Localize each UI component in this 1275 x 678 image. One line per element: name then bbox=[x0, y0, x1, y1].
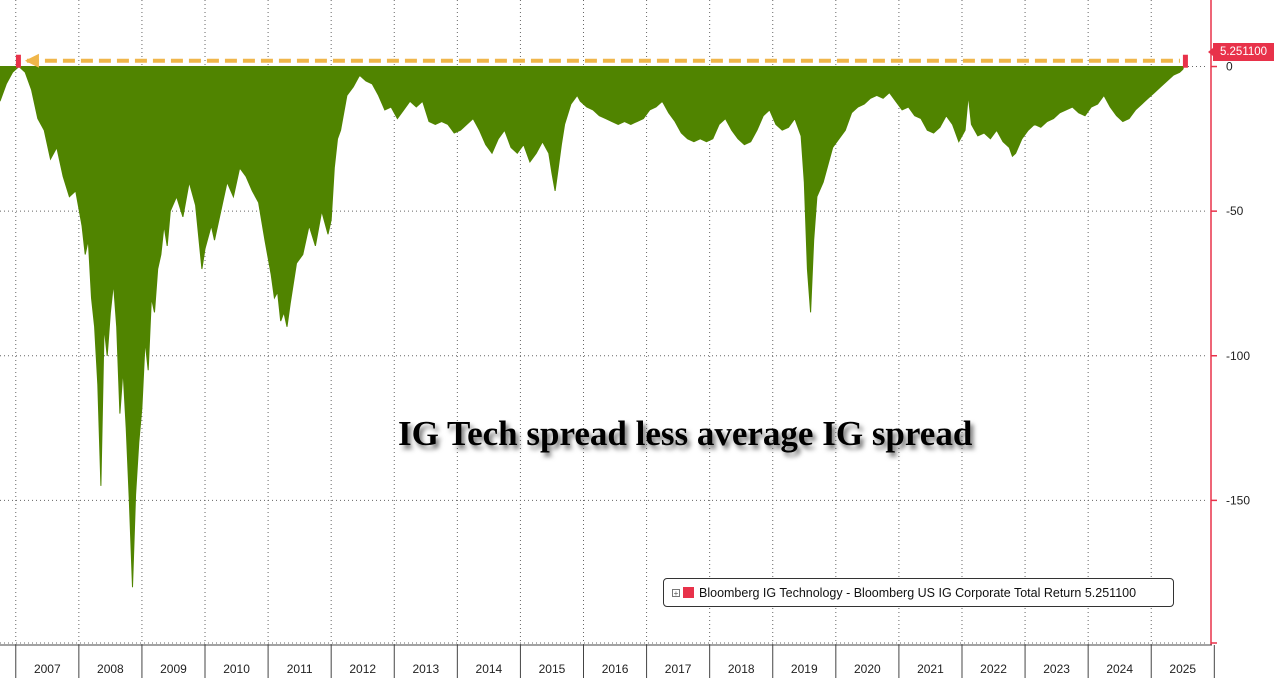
series-area bbox=[0, 60, 1187, 588]
last-value-tag: 5.251100 bbox=[1208, 43, 1274, 61]
x-tick-label: 2008 bbox=[97, 662, 124, 676]
x-tick-label: 2019 bbox=[791, 662, 818, 676]
x-tick-label: 2011 bbox=[287, 662, 313, 676]
x-tick-label: 2018 bbox=[728, 662, 755, 676]
x-tick-label: 2022 bbox=[980, 662, 1007, 676]
chart-title: IG Tech spread less average IG spread bbox=[398, 414, 973, 453]
x-tick-label: 2025 bbox=[1169, 662, 1196, 676]
x-tick-label: 2012 bbox=[349, 662, 376, 676]
x-tick-label: 2023 bbox=[1043, 662, 1070, 676]
x-tick-label: 2016 bbox=[602, 662, 629, 676]
x-tick-label: 2024 bbox=[1106, 662, 1133, 676]
x-tick-label: 2015 bbox=[539, 662, 566, 676]
x-tick-label: 2013 bbox=[412, 662, 439, 676]
x-tick-label: 2010 bbox=[223, 662, 250, 676]
y-tick-label: 0 bbox=[1226, 60, 1233, 74]
x-tick-label: 2007 bbox=[34, 662, 61, 676]
reference-arrow-head bbox=[24, 53, 39, 68]
end-marker bbox=[1182, 54, 1188, 68]
legend-label: Bloomberg IG Technology - Bloomberg US I… bbox=[699, 585, 1137, 600]
legend-toggle-icon[interactable]: + bbox=[672, 588, 680, 598]
x-tick-label: 2017 bbox=[665, 662, 692, 676]
x-tick-label: 2021 bbox=[917, 662, 944, 676]
y-tick-label: -50 bbox=[1226, 204, 1244, 218]
x-tick-label: 2014 bbox=[476, 662, 503, 676]
legend: + Bloomberg IG Technology - Bloomberg US… bbox=[663, 578, 1174, 607]
y-tick-label: -150 bbox=[1226, 493, 1250, 507]
start-marker bbox=[15, 54, 21, 68]
x-tick-label: 2020 bbox=[854, 662, 881, 676]
x-tick-label: 2009 bbox=[160, 662, 187, 676]
legend-swatch bbox=[683, 587, 694, 598]
y-tick-label: -100 bbox=[1226, 349, 1250, 363]
